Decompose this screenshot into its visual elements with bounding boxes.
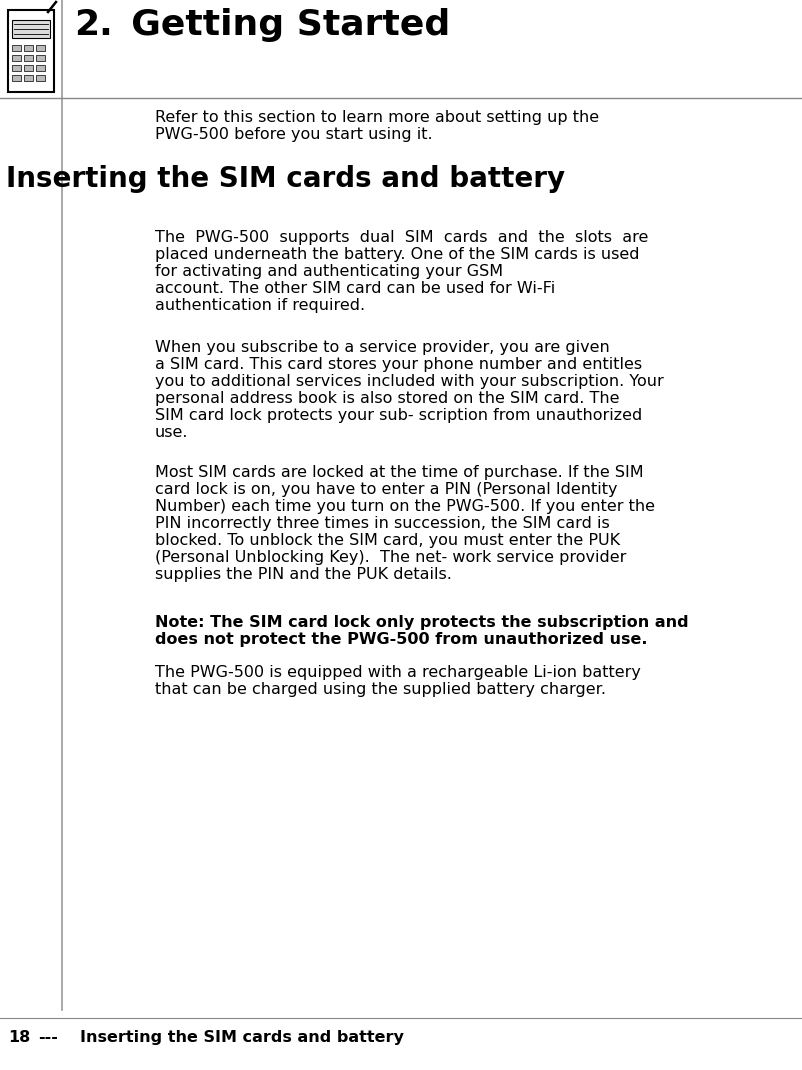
Bar — [8, 10, 54, 92]
Bar — [24, 55, 33, 61]
Text: Inserting the SIM cards and battery: Inserting the SIM cards and battery — [80, 1030, 403, 1045]
Text: Number) each time you turn on the PWG-500. If you enter the: Number) each time you turn on the PWG-50… — [155, 499, 654, 514]
Text: a SIM card. This card stores your phone number and entitles: a SIM card. This card stores your phone … — [155, 357, 642, 372]
Text: that can be charged using the supplied battery charger.: that can be charged using the supplied b… — [155, 682, 606, 697]
Text: for activating and authenticating your GSM: for activating and authenticating your G… — [155, 264, 503, 279]
Text: card lock is on, you have to enter a PIN (Personal Identity: card lock is on, you have to enter a PIN… — [155, 482, 617, 496]
Text: Getting Started: Getting Started — [106, 7, 450, 42]
Text: personal address book is also stored on the SIM card. The: personal address book is also stored on … — [155, 391, 618, 406]
Bar — [24, 65, 33, 71]
Text: (Personal Unblocking Key).  The net- work service provider: (Personal Unblocking Key). The net- work… — [155, 550, 626, 565]
Text: you to additional services included with your subscription. Your: you to additional services included with… — [155, 374, 663, 389]
Bar — [12, 45, 21, 51]
Bar — [36, 55, 45, 61]
Text: The PWG-500 is equipped with a rechargeable Li-ion battery: The PWG-500 is equipped with a rechargea… — [155, 664, 640, 681]
Text: ---: --- — [38, 1030, 58, 1045]
Text: does not protect the PWG-500 from unauthorized use.: does not protect the PWG-500 from unauth… — [155, 632, 646, 647]
Text: SIM card lock protects your sub- scription from unauthorized: SIM card lock protects your sub- scripti… — [155, 408, 642, 423]
Text: blocked. To unblock the SIM card, you must enter the PUK: blocked. To unblock the SIM card, you mu… — [155, 533, 619, 548]
Text: use.: use. — [155, 425, 188, 440]
Text: supplies the PIN and the PUK details.: supplies the PIN and the PUK details. — [155, 567, 452, 582]
Text: PIN incorrectly three times in succession, the SIM card is: PIN incorrectly three times in successio… — [155, 516, 609, 531]
Text: The  PWG-500  supports  dual  SIM  cards  and  the  slots  are: The PWG-500 supports dual SIM cards and … — [155, 230, 647, 245]
Text: Inserting the SIM cards and battery: Inserting the SIM cards and battery — [6, 165, 565, 193]
Text: placed underneath the battery. One of the SIM cards is used: placed underneath the battery. One of th… — [155, 247, 638, 262]
Bar — [12, 65, 21, 71]
Bar — [12, 75, 21, 81]
Text: authentication if required.: authentication if required. — [155, 299, 365, 314]
Bar — [24, 45, 33, 51]
Text: 18: 18 — [8, 1030, 30, 1045]
Text: account. The other SIM card can be used for Wi-Fi: account. The other SIM card can be used … — [155, 281, 554, 296]
Text: Most SIM cards are locked at the time of purchase. If the SIM: Most SIM cards are locked at the time of… — [155, 465, 643, 480]
Bar — [36, 45, 45, 51]
Text: 2.: 2. — [74, 7, 112, 42]
Text: PWG-500 before you start using it.: PWG-500 before you start using it. — [155, 127, 432, 142]
Bar — [24, 75, 33, 81]
Text: Note: The SIM card lock only protects the subscription and: Note: The SIM card lock only protects th… — [155, 615, 688, 630]
Bar — [36, 75, 45, 81]
Text: Refer to this section to learn more about setting up the: Refer to this section to learn more abou… — [155, 110, 598, 125]
Bar — [12, 20, 50, 39]
Text: When you subscribe to a service provider, you are given: When you subscribe to a service provider… — [155, 340, 609, 355]
Bar — [36, 65, 45, 71]
Bar — [12, 55, 21, 61]
